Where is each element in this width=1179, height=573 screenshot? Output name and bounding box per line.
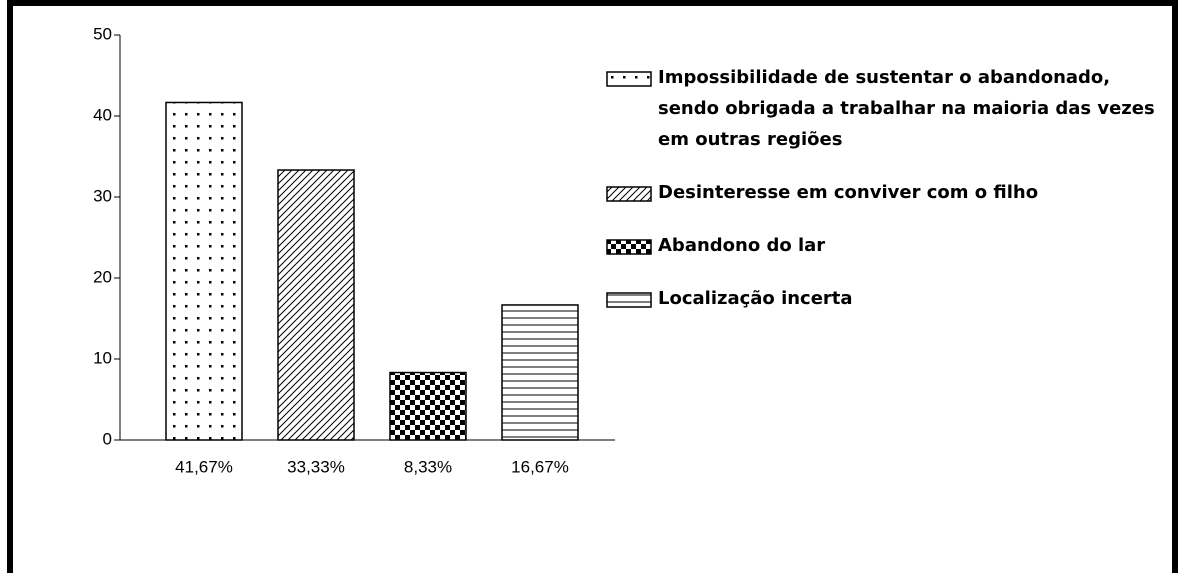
bar — [165, 101, 243, 441]
legend: Impossibilidade de sustentar o abandonad… — [606, 62, 1166, 336]
legend-item: Localização incerta — [606, 283, 1166, 314]
legend-swatch-box — [606, 292, 652, 308]
bar — [389, 371, 467, 441]
y-tick-label: 0 — [103, 429, 112, 448]
legend-swatch-box — [606, 239, 652, 255]
value-label: 16,67% — [511, 457, 569, 476]
legend-label: Desinteresse em conviver com o filho — [658, 182, 1039, 203]
legend-swatch — [606, 186, 652, 202]
y-tick-label: 40 — [93, 105, 112, 124]
legend-item: Abandono do lar — [606, 230, 1166, 261]
legend-item: Desinteresse em conviver com o filho — [606, 177, 1166, 208]
y-tick-label: 20 — [93, 267, 112, 286]
legend-swatch — [606, 292, 652, 308]
legend-swatch-box — [606, 186, 652, 202]
y-tick-label: 30 — [93, 186, 112, 205]
bar — [277, 169, 355, 441]
y-tick-label: 50 — [93, 24, 112, 43]
legend-label: Impossibilidade de sustentar o abandonad… — [658, 67, 1155, 150]
y-tick-label: 10 — [93, 348, 112, 367]
legend-item: Impossibilidade de sustentar o abandonad… — [606, 62, 1166, 155]
legend-label: Abandono do lar — [658, 235, 826, 256]
legend-label: Localização incerta — [658, 288, 853, 309]
legend-swatch-box — [606, 71, 652, 87]
legend-swatch — [606, 239, 652, 255]
frame — [7, 0, 1178, 573]
value-label: 41,67% — [175, 457, 233, 476]
bar — [501, 304, 579, 441]
value-label: 8,33% — [404, 457, 452, 476]
value-label: 33,33% — [287, 457, 345, 476]
legend-swatch — [606, 71, 652, 87]
